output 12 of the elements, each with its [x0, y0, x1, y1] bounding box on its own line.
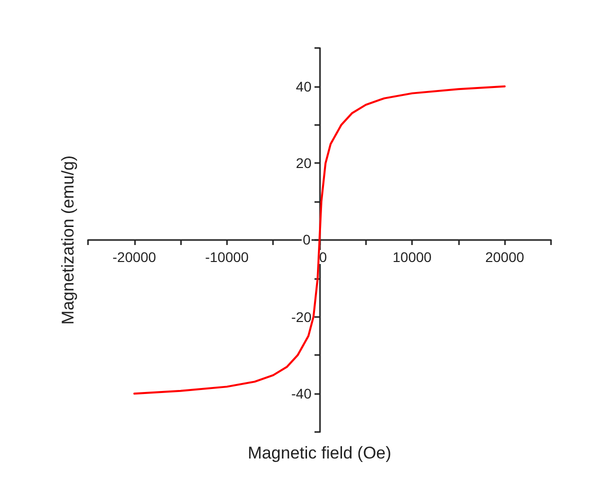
y-tick-label: -40	[291, 386, 312, 402]
x-tick-label: 0	[319, 249, 328, 265]
y-tick-label: 40	[296, 78, 312, 94]
x-axis-title: Magnetic field (Oe)	[248, 444, 392, 462]
x-tick-label: 10000	[392, 249, 432, 265]
y-tick-label: 0	[302, 232, 311, 248]
x-tick-label: -10000	[205, 249, 249, 265]
y-tick-label: 20	[296, 155, 312, 172]
y-axis-title: Magnetization (emu/g)	[58, 155, 78, 325]
x-tick-label: 20000	[485, 249, 524, 265]
y-tick-label: -20	[291, 308, 312, 325]
x-tick-label: -20000	[112, 249, 156, 265]
